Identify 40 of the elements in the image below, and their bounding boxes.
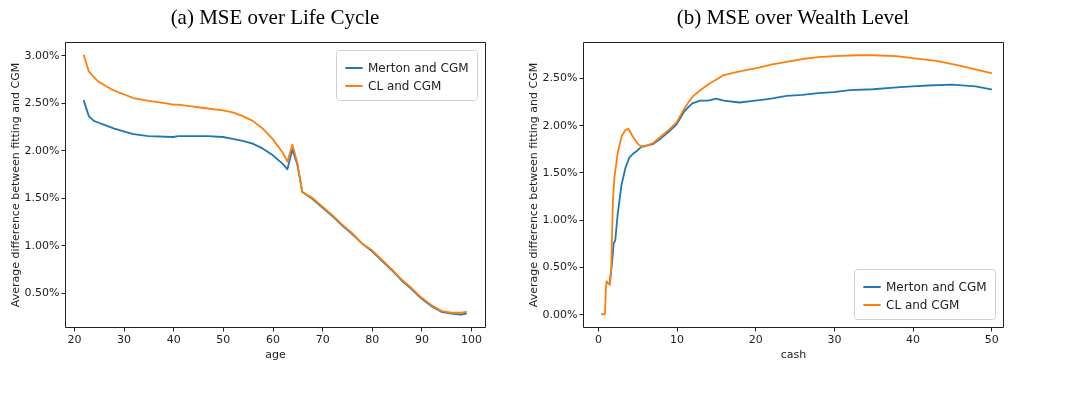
x-axis-title: age	[265, 347, 286, 361]
y-tick-label: 0.00%	[542, 307, 578, 321]
x-tick-label: 0	[594, 332, 602, 346]
y-axis-title: Average difference between fitting and CGM	[526, 62, 540, 308]
y-tick-label: 1.50%	[24, 191, 60, 205]
x-tick-label: 100	[461, 332, 483, 346]
line-series	[82, 100, 468, 316]
legend-label: CL and CGM	[886, 298, 960, 312]
x-tick-label: 90	[414, 332, 429, 346]
y-tick-label: 1.00%	[542, 213, 578, 227]
y-tick-label: 2.50%	[24, 96, 60, 110]
y-tick-label: 2.00%	[542, 118, 578, 132]
chart-title: (b) MSE over Wealth Level	[676, 5, 910, 29]
x-tick-label: 20	[748, 332, 763, 346]
y-tick-label: 1.50%	[542, 165, 578, 179]
line-series	[600, 54, 993, 316]
y-tick-label: 2.50%	[542, 71, 578, 85]
x-tick-label: 20	[67, 332, 82, 346]
x-tick-label: 60	[266, 332, 281, 346]
x-tick-label: 80	[365, 332, 380, 346]
chart-title: (a) MSE over Life Cycle	[170, 5, 380, 29]
x-tick-label: 50	[216, 332, 231, 346]
legend-label: Merton and CGM	[368, 61, 469, 75]
y-tick-label: 0.50%	[24, 286, 60, 300]
y-tick-label: 2.00%	[24, 143, 60, 157]
legend-label: Merton and CGM	[886, 280, 987, 294]
x-tick-label: 30	[117, 332, 132, 346]
y-tick-label: 1.00%	[24, 238, 60, 252]
line-series	[82, 54, 468, 314]
x-axis-title: cash	[780, 347, 807, 361]
y-tick-label: 0.50%	[542, 260, 578, 274]
x-tick-label: 40	[906, 332, 921, 346]
y-tick-label: 3.00%	[24, 48, 60, 62]
x-tick-label: 50	[984, 332, 999, 346]
x-tick-label: 40	[166, 332, 181, 346]
legend-label: CL and CGM	[368, 79, 442, 93]
y-axis-title: Average difference between fitting and CGM	[8, 62, 22, 308]
x-tick-label: 30	[827, 332, 842, 346]
x-tick-label: 10	[670, 332, 685, 346]
x-tick-label: 70	[315, 332, 330, 346]
